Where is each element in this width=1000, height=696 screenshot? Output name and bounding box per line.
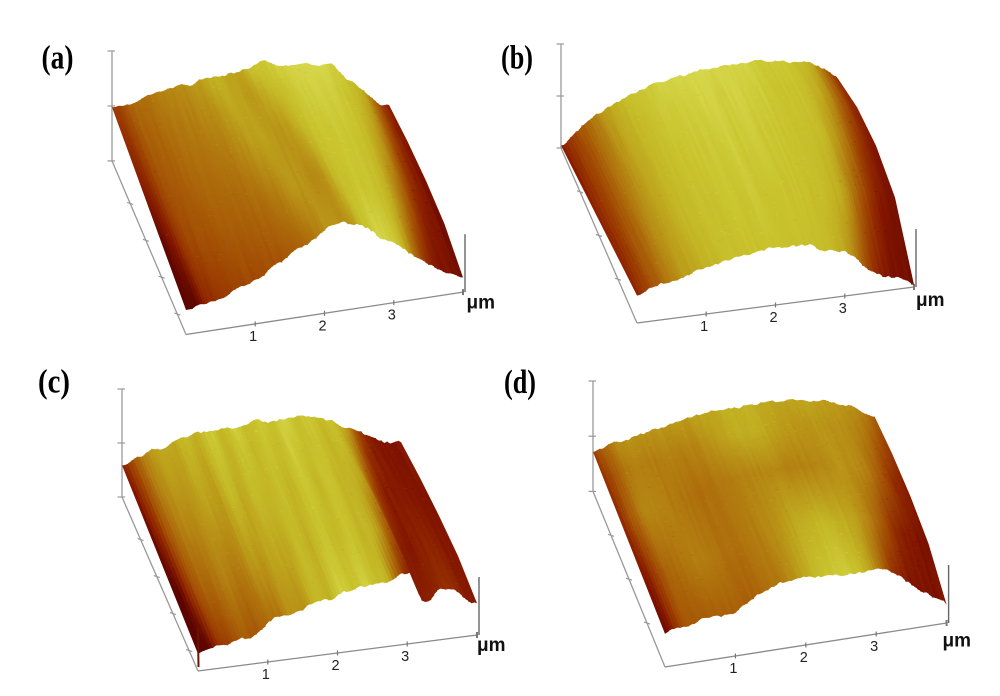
- svg-text:1: 1: [729, 661, 737, 677]
- svg-text:3: 3: [870, 639, 878, 655]
- svg-text:(d): (d): [504, 364, 536, 401]
- svg-text:1: 1: [700, 319, 708, 335]
- svg-text:(b): (b): [501, 40, 533, 77]
- svg-text:μm: μm: [467, 293, 496, 314]
- svg-text:1: 1: [262, 667, 270, 683]
- svg-text:3: 3: [401, 649, 409, 665]
- svg-text:1: 1: [249, 329, 257, 345]
- svg-text:3: 3: [839, 301, 847, 317]
- svg-text:μm: μm: [916, 290, 945, 311]
- svg-text:2: 2: [800, 650, 808, 666]
- svg-text:(c): (c): [38, 364, 70, 401]
- svg-text:3: 3: [388, 308, 396, 324]
- svg-text:2: 2: [331, 658, 339, 674]
- svg-text:μm: μm: [943, 631, 972, 652]
- svg-text:(a): (a): [42, 40, 74, 77]
- svg-text:2: 2: [318, 318, 326, 334]
- svg-text:2: 2: [769, 310, 777, 326]
- svg-text:μm: μm: [477, 635, 506, 656]
